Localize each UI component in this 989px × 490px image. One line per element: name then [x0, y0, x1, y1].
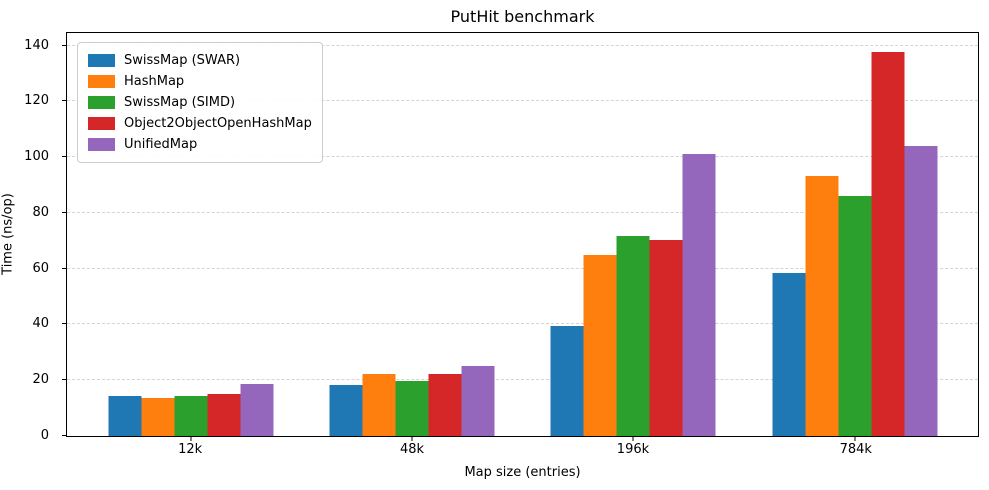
bar-48k-swissmap-simd- — [395, 381, 429, 436]
bar-196k-swissmap-simd- — [616, 236, 650, 436]
bar-196k-object2objectopenhashmap — [649, 239, 683, 436]
legend-row-hashmap: HashMap — [88, 71, 312, 92]
y-tick-label-0: 0 — [40, 428, 49, 443]
x-tick-label-12k: 12k — [178, 442, 203, 457]
chart-title: PutHit benchmark — [450, 7, 595, 26]
legend-row-object2objectopenhashmap: Object2ObjectOpenHashMap — [88, 113, 312, 134]
y-tick-label-60: 60 — [32, 260, 49, 276]
bar-784k-hashmap — [805, 175, 839, 436]
x-tick-label-196k: 196k — [616, 442, 650, 457]
gridline-y-60 — [67, 267, 978, 269]
legend-row-swissmap-simd-: SwissMap (SIMD) — [88, 92, 312, 113]
bar-12k-hashmap — [141, 398, 175, 436]
y-tick-label-100: 100 — [24, 149, 49, 165]
bar-784k-swissmap-simd- — [838, 195, 872, 436]
bar-12k-swissmap-simd- — [174, 396, 208, 436]
bar-196k-swissmap-swar- — [550, 326, 584, 436]
bar-12k-swissmap-swar- — [108, 395, 142, 436]
gridline-y-40 — [67, 323, 978, 325]
legend-label: UnifiedMap — [124, 137, 198, 152]
bar-group-48k — [329, 366, 495, 436]
x-tick-mark-12k — [190, 436, 192, 441]
y-tick-mark-100 — [62, 156, 67, 158]
legend-swatch — [88, 138, 115, 151]
legend-swatch — [88, 54, 115, 67]
bar-48k-unifiedmap — [461, 366, 495, 436]
bar-784k-unifiedmap — [904, 145, 938, 436]
x-tick-label-48k: 48k — [399, 442, 425, 457]
y-axis-ticks: 0 20 40 60 80 100 120 140 — [0, 32, 58, 443]
legend-label: SwissMap (SIMD) — [124, 95, 236, 110]
gridline-y-20 — [67, 379, 978, 381]
x-axis-label: Map size (entries) — [464, 465, 581, 480]
plot-area: SwissMap (SWAR) HashMap SwissMap (SIMD) Obj… — [62, 32, 979, 441]
y-tick-mark-120 — [62, 100, 67, 102]
y-tick-mark-40 — [62, 323, 67, 325]
y-tick-mark-20 — [62, 379, 67, 381]
bar-12k-object2objectopenhashmap — [207, 394, 241, 436]
x-tick-label-784k: 784k — [839, 442, 872, 457]
gridline-y-140 — [67, 44, 978, 46]
legend-label: SwissMap (SWAR) — [124, 53, 241, 68]
y-tick-label-20: 20 — [32, 372, 49, 388]
y-tick-label-80: 80 — [32, 204, 49, 220]
y-tick-mark-0 — [62, 435, 67, 436]
legend-swatch — [88, 75, 115, 88]
legend-swatch — [88, 96, 115, 109]
bar-group-12k — [108, 384, 274, 436]
gridline-y-100 — [67, 156, 978, 158]
bar-784k-object2objectopenhashmap — [871, 51, 905, 436]
bar-48k-swissmap-swar- — [329, 385, 363, 436]
y-tick-mark-60 — [62, 267, 67, 269]
legend-label: Object2ObjectOpenHashMap — [124, 116, 312, 131]
x-tick-mark-196k — [632, 436, 634, 441]
bar-196k-unifiedmap — [682, 154, 716, 436]
bar-group-196k — [550, 154, 716, 436]
y-tick-mark-80 — [62, 211, 67, 213]
legend-swatch — [88, 117, 115, 130]
x-tick-mark-784k — [854, 436, 856, 441]
y-tick-label-140: 140 — [24, 37, 49, 53]
legend-label: HashMap — [124, 74, 185, 89]
gridline-y-120 — [67, 100, 978, 102]
bar-12k-unifiedmap — [240, 384, 274, 436]
bar-group-784k — [772, 51, 938, 436]
y-tick-label-120: 120 — [24, 93, 49, 109]
x-axis-ticks: 12k 48k 196k 784k — [66, 442, 979, 458]
bar-48k-hashmap — [362, 374, 396, 436]
legend-row-unifiedmap: UnifiedMap — [88, 134, 312, 155]
gridline-y-80 — [67, 211, 978, 213]
bar-48k-object2objectopenhashmap — [428, 373, 462, 436]
y-tick-label-40: 40 — [32, 316, 49, 332]
legend: SwissMap (SWAR) HashMap SwissMap (SIMD) Obj… — [77, 42, 323, 163]
y-tick-mark-140 — [62, 44, 67, 46]
x-tick-mark-48k — [411, 436, 413, 441]
legend-row-swissmap-swar-: SwissMap (SWAR) — [88, 50, 312, 71]
bar-196k-hashmap — [583, 255, 617, 436]
bar-784k-swissmap-swar- — [772, 273, 806, 436]
